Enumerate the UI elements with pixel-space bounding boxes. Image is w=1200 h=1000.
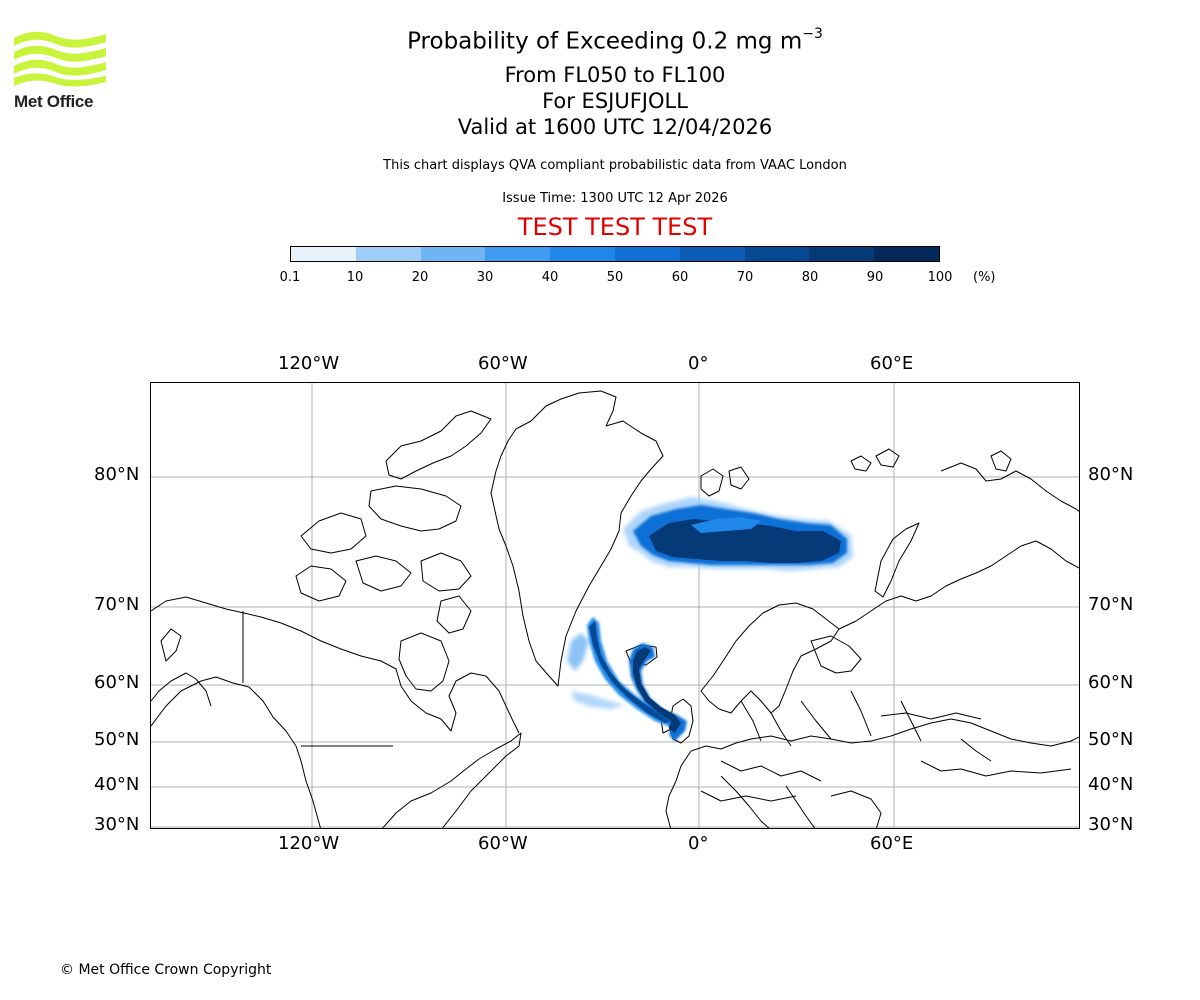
lat-label-left: 70°N xyxy=(94,594,140,615)
met-office-logo: Met Office xyxy=(14,30,108,112)
level-range: From FL050 to FL100 xyxy=(504,63,726,87)
lat-label-right: 50°N xyxy=(1088,729,1134,750)
colorbar-tick-label: 0.1 xyxy=(279,270,301,285)
colorbar-segment xyxy=(355,247,421,261)
colorbar-tick-label: 90 xyxy=(866,270,884,285)
lat-label-right: 40°N xyxy=(1088,774,1134,795)
map-panel[interactable] xyxy=(150,382,1080,829)
colorbar-segment xyxy=(550,247,615,261)
probability-colorbar xyxy=(290,246,940,262)
colorbar-tick-label: 40 xyxy=(541,270,559,285)
colorbar-tick-label: 60 xyxy=(671,270,689,285)
lon-label-top: 60°E xyxy=(870,353,914,374)
lon-label-top: 120°W xyxy=(278,353,340,374)
lat-label-left: 80°N xyxy=(94,464,140,485)
colorbar-tick-label: 30 xyxy=(476,270,494,285)
logo-text: Met Office xyxy=(14,92,94,111)
lon-label-bottom: 0° xyxy=(688,833,709,854)
colorbar-segment xyxy=(614,247,680,261)
lon-label-bottom: 120°W xyxy=(278,833,340,854)
test-banner: TEST TEST TEST xyxy=(517,213,713,241)
colorbar-unit: (%) xyxy=(973,270,996,285)
colorbar-segment xyxy=(679,247,745,261)
lat-label-right: 70°N xyxy=(1088,594,1134,615)
lat-label-right: 30°N xyxy=(1088,814,1134,835)
valid-time: Valid at 1600 UTC 12/04/2026 xyxy=(457,115,773,139)
colorbar-tick-label: 50 xyxy=(606,270,624,285)
issue-time: Issue Time: 1300 UTC 12 Apr 2026 xyxy=(502,191,728,206)
graticule xyxy=(151,383,1079,828)
colorbar-segment xyxy=(291,247,356,261)
lon-label-bottom: 60°E xyxy=(870,833,914,854)
met-office-waves-icon xyxy=(14,31,106,87)
chart-description: This chart displays QVA compliant probab… xyxy=(383,158,847,173)
colorbar-segment xyxy=(485,247,551,261)
lon-label-top: 60°W xyxy=(478,353,528,374)
colorbar-segment xyxy=(874,247,939,261)
lon-label-bottom: 60°W xyxy=(478,833,528,854)
colorbar-segment xyxy=(420,247,486,261)
lat-label-left: 50°N xyxy=(94,729,140,750)
colorbar-ticks: 0.1 10 20 30 40 50 60 70 80 90 100 xyxy=(0,270,1200,290)
colorbar-tick-label: 70 xyxy=(736,270,754,285)
lat-label-left: 40°N xyxy=(94,774,140,795)
ash-probability-plume xyxy=(567,497,853,741)
volcano-name: For ESJUFJOLL xyxy=(542,89,688,113)
colorbar-segment xyxy=(744,247,810,261)
copyright: © Met Office Crown Copyright xyxy=(60,962,272,978)
colorbar-tick-label: 80 xyxy=(801,270,819,285)
lat-label-left: 30°N xyxy=(94,814,140,835)
map-svg xyxy=(151,383,1079,828)
lat-label-right: 80°N xyxy=(1088,464,1134,485)
colorbar-segment xyxy=(809,247,875,261)
chart-title: Probability of Exceeding 0.2 mg m−3 xyxy=(407,26,823,55)
colorbar-tick-label: 20 xyxy=(411,270,429,285)
colorbar-tick-label: 10 xyxy=(346,270,364,285)
lat-label-left: 60°N xyxy=(94,672,140,693)
lat-label-right: 60°N xyxy=(1088,672,1134,693)
lon-label-top: 0° xyxy=(688,353,709,374)
coastlines xyxy=(151,390,1079,828)
colorbar-tick-label: 100 xyxy=(927,270,953,285)
